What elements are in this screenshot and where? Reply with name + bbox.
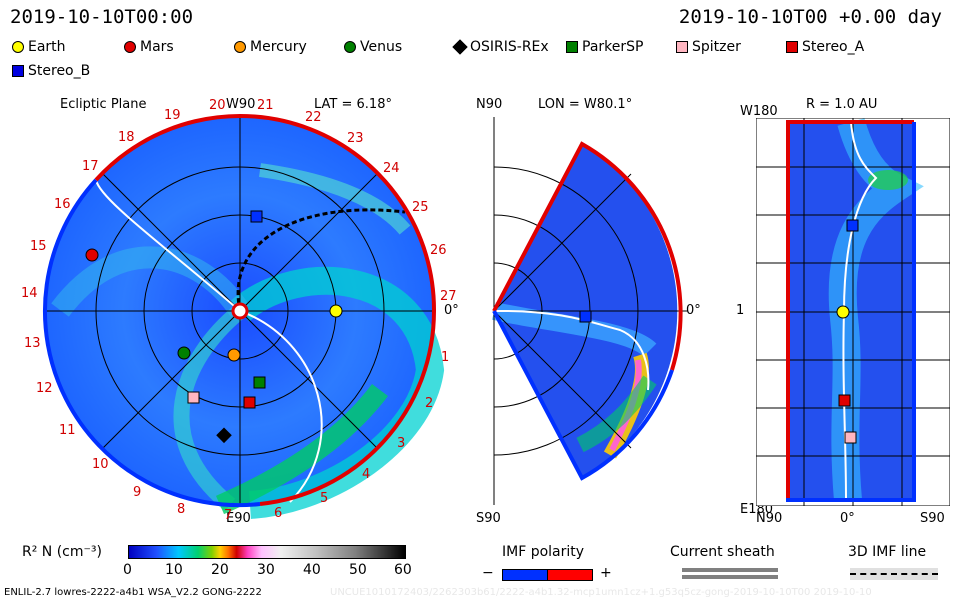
- imf-plus: +: [600, 565, 612, 581]
- ecliptic-title: Ecliptic Plane: [60, 97, 147, 112]
- venus-icon: [344, 41, 356, 53]
- time-left: 2019-10-10T00:00: [10, 6, 194, 28]
- mars-icon: [124, 41, 136, 53]
- ecliptic-w90: W90: [226, 97, 256, 112]
- spitzer-icon: [676, 41, 688, 53]
- meridional-plot: [492, 117, 688, 505]
- parker-marker: [253, 376, 266, 389]
- osiris-rex-marker: [216, 427, 232, 444]
- parker-icon: [566, 41, 578, 53]
- right-n90: N90: [756, 511, 783, 526]
- right-s90: S90: [920, 511, 945, 526]
- mid-s90: S90: [476, 511, 501, 526]
- spitzer-marker-right: [844, 431, 857, 444]
- mid-0deg: 0°: [686, 303, 701, 318]
- imf-minus: −: [482, 565, 494, 581]
- ecliptic-0deg: 0°: [444, 303, 459, 318]
- imf-negative-bar: [502, 569, 548, 581]
- venus-marker: [177, 346, 191, 360]
- time-right: 2019-10-10T00 +0.00 day: [678, 6, 942, 28]
- legend: Earth Mars Mercury Venus OSIRIS-REx Park…: [10, 39, 950, 83]
- right-one: 1: [736, 303, 745, 318]
- footer-run-id: UNCUE1010172403/2262303b61/2222-a4b1.32-…: [330, 587, 872, 598]
- right-w180: W180: [740, 104, 778, 119]
- imf-line-sample: [850, 568, 938, 580]
- stereo-b-marker-mid: [579, 310, 592, 323]
- mercury-icon: [234, 41, 246, 53]
- legend-mercury: Mercury: [234, 39, 307, 55]
- lat-label: LAT = 6.18°: [314, 97, 392, 112]
- radius-map: [756, 118, 950, 506]
- legend-parker: ParkerSP: [566, 39, 643, 55]
- radius-label: R = 1.0 AU: [806, 97, 878, 112]
- imf-polarity-label: IMF polarity: [502, 544, 585, 560]
- mars-marker: [85, 248, 99, 262]
- legend-stereo-a: Stereo_A: [786, 39, 864, 55]
- legend-venus: Venus: [344, 39, 402, 55]
- mercury-marker: [227, 348, 241, 362]
- legend-spitzer: Spitzer: [676, 39, 741, 55]
- imf-positive-bar: [547, 569, 593, 581]
- ecliptic-ticks: 19 20 21 22 23 24 25 26 27 1 2 3 4 5 6 7…: [21, 98, 457, 523]
- legend-stereo-b: Stereo_B: [12, 63, 90, 79]
- spitzer-marker: [187, 391, 200, 404]
- earth-marker: [329, 304, 343, 318]
- mid-n90: N90: [476, 97, 503, 112]
- lon-label: LON = W80.1°: [538, 97, 633, 112]
- colorbar-label: R² N (cm⁻³): [22, 544, 102, 560]
- right-0deg: 0°: [840, 511, 855, 526]
- stereo-b-marker: [250, 210, 263, 223]
- stereo-a-icon: [786, 41, 798, 53]
- stereo-a-marker: [243, 396, 256, 409]
- current-sheath-line-2: [682, 575, 778, 579]
- earth-icon: [12, 41, 24, 53]
- earth-marker-right: [836, 305, 850, 319]
- footer-model: ENLIL-2.7 lowres-2222-a4b1 WSA_V2.2 GONG…: [4, 587, 262, 598]
- legend-mars: Mars: [124, 39, 174, 55]
- colorbar: [128, 545, 406, 559]
- legend-earth: Earth: [12, 39, 66, 55]
- imf-line-label: 3D IMF line: [848, 544, 927, 560]
- current-sheath-label: Current sheath: [670, 544, 775, 560]
- stereo-b-marker-right: [846, 219, 859, 232]
- ecliptic-plot: [43, 114, 445, 519]
- legend-osiris: OSIRIS-REx: [452, 39, 549, 55]
- current-sheath-line: [682, 568, 778, 572]
- ecliptic-e90: E90: [226, 511, 251, 526]
- stereo-b-icon: [12, 65, 24, 77]
- stereo-a-marker-right: [838, 394, 851, 407]
